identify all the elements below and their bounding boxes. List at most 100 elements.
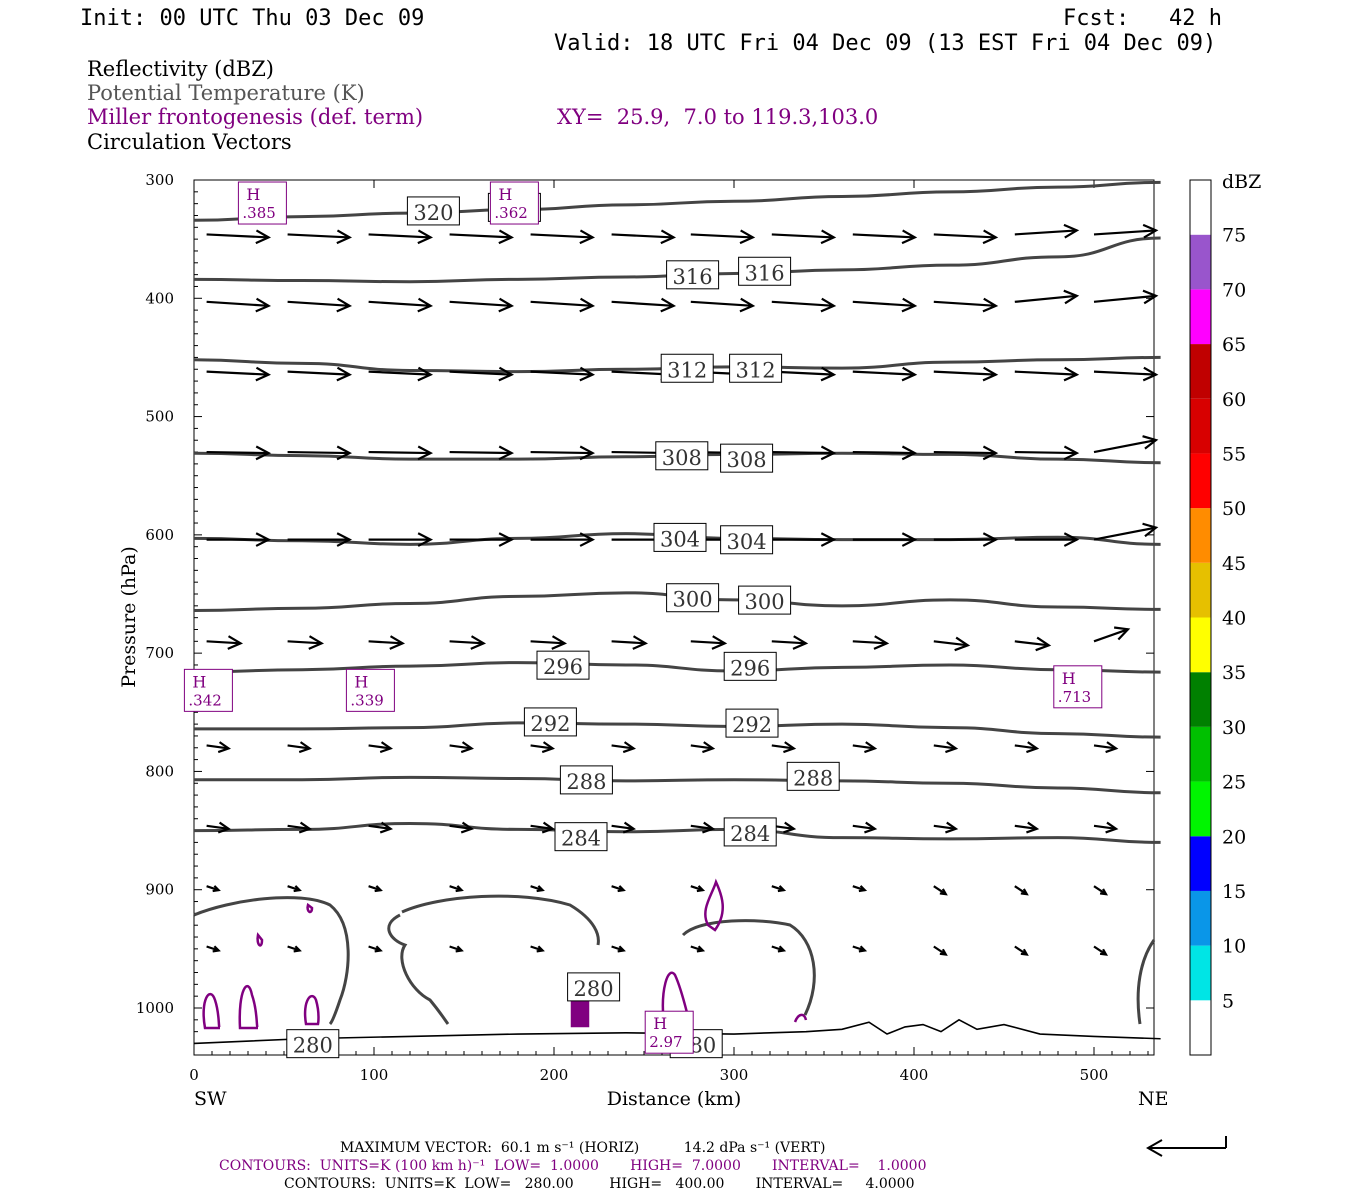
colorbar-level-label: 35 <box>1222 662 1246 684</box>
theta-label-box <box>567 972 621 1002</box>
circulation-vector-head <box>336 532 353 547</box>
circulation-vector-head <box>873 635 890 650</box>
circulation-vector-head <box>901 366 918 382</box>
theta-label: 280 <box>293 1034 333 1058</box>
circulation-vector-head <box>336 445 353 461</box>
theta-label-box <box>554 822 608 852</box>
y-tick-label: 400 <box>145 289 174 307</box>
circulation-vector-head <box>1142 435 1159 450</box>
circulation-vector-head <box>498 297 515 313</box>
x-tick-label: 300 <box>720 1066 749 1084</box>
colorbar-swatch <box>1190 398 1211 454</box>
circulation-vector-head <box>632 635 649 650</box>
circulation-vector <box>287 300 350 307</box>
circulation-vector-head <box>498 366 515 382</box>
theta-label-box <box>660 353 714 383</box>
circulation-vector-head <box>374 885 383 893</box>
circulation-vector-head <box>945 821 959 834</box>
theta-label-box <box>720 443 774 473</box>
miller-max-value: .713 <box>1058 688 1091 706</box>
circulation-vector <box>852 824 875 830</box>
miller-max-box <box>489 181 539 225</box>
terrain-line <box>193 1018 1161 1045</box>
circulation-vector-head <box>579 445 596 461</box>
circulation-vector-head <box>702 821 716 834</box>
circulation-vector <box>771 450 834 455</box>
colorbar-swatch <box>1190 289 1211 345</box>
circulation-vector <box>771 370 834 376</box>
circulation-vector <box>449 300 512 307</box>
circulation-vector <box>1014 450 1077 455</box>
circulation-vector-head <box>696 945 706 953</box>
circulation-vectors <box>206 223 1159 956</box>
miller-contour <box>793 1013 808 1023</box>
theta-label-box <box>786 761 840 791</box>
circulation-vector <box>611 233 674 239</box>
circulation-vector <box>530 233 593 239</box>
theta-label: 316 <box>673 265 713 289</box>
theta-contour-280-part-4 <box>1136 939 1156 1025</box>
colorbar-swatch <box>1190 562 1211 618</box>
theta-contour-320 <box>193 180 1161 222</box>
circulation-vector <box>690 744 713 750</box>
circulation-vector <box>1014 294 1077 303</box>
circulation-vector <box>1014 229 1077 236</box>
circulation-vector-head <box>417 366 434 382</box>
colorbar-level-label: 60 <box>1222 389 1246 411</box>
circulation-vector-head <box>1142 289 1159 305</box>
circulation-vector-head <box>1105 741 1119 754</box>
colorbar-swatch <box>1190 508 1211 563</box>
circulation-vector-head <box>1063 532 1080 547</box>
theta-label: 316 <box>745 261 785 285</box>
circulation-vector-head <box>498 532 515 547</box>
circulation-vector-head <box>1099 948 1109 956</box>
field-circulation: Circulation Vectors <box>87 130 292 154</box>
circulation-vector-head <box>255 229 272 245</box>
circulation-vector <box>1093 744 1117 750</box>
circulation-vector-head <box>982 366 999 382</box>
circulation-vector <box>852 744 875 750</box>
circulation-vector-head <box>864 741 878 754</box>
colorbar-unit: dBZ <box>1222 171 1261 193</box>
miller-max-value: .339 <box>350 691 383 709</box>
colorbar-level-label: 5 <box>1222 990 1234 1012</box>
colorbar-level-label: 20 <box>1222 826 1246 848</box>
circulation-vector-head <box>954 636 971 652</box>
colorbar-level-label: 25 <box>1222 772 1246 794</box>
reference-vector-arrow <box>1145 1136 1227 1157</box>
miller-max-box <box>1053 665 1103 709</box>
circulation-vector <box>206 233 269 239</box>
circulation-vector-head <box>308 635 325 650</box>
circulation-vector-head <box>901 445 918 461</box>
sw-label: SW <box>194 1088 227 1110</box>
theta-label: 300 <box>745 590 785 614</box>
circulation-vector-head <box>227 635 244 650</box>
circulation-vector-head <box>1063 445 1080 461</box>
circulation-vector-head <box>255 297 272 313</box>
circulation-vector-head <box>864 821 878 834</box>
circulation-vector-head <box>939 948 948 956</box>
circulation-vector-head <box>858 945 868 953</box>
circulation-vector <box>530 450 593 455</box>
theta-label: 292 <box>732 713 772 737</box>
circulation-vector-head <box>1020 948 1029 956</box>
circulation-vector <box>368 300 431 307</box>
circulation-vector <box>611 744 634 750</box>
circulation-vector <box>611 824 634 830</box>
circulation-vector <box>368 744 391 750</box>
circulation-vector-head <box>660 229 677 245</box>
max-vector-note: MAXIMUM VECTOR: 60.1 m s⁻¹ (HORIZ) 14.2 … <box>340 1140 826 1156</box>
circulation-vector-head <box>293 945 302 953</box>
y-tick-label: 500 <box>145 408 174 426</box>
theta-label-box <box>729 353 783 383</box>
circulation-vector-head <box>901 532 918 547</box>
circulation-vector-head <box>374 945 383 953</box>
y-tick-label: 700 <box>145 644 174 662</box>
theta-contour-280-part-3 <box>681 919 816 1016</box>
circulation-vector <box>933 824 956 830</box>
circulation-vector-head <box>777 885 787 893</box>
circulation-vector-head <box>1099 888 1109 896</box>
circulation-vector <box>368 370 431 376</box>
colorbar-swatch <box>1190 180 1211 235</box>
circulation-vector-head <box>417 445 434 461</box>
